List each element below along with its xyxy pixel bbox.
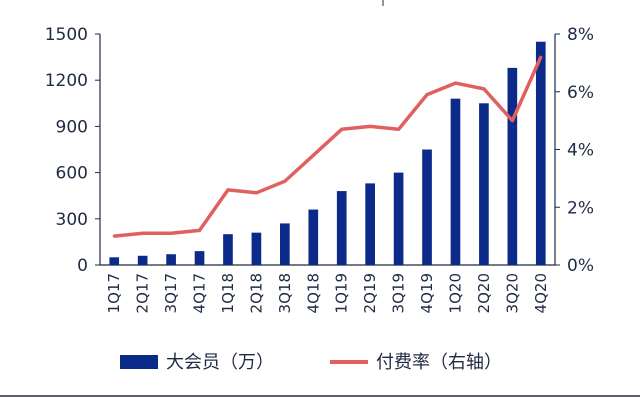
rate-point xyxy=(141,231,145,235)
rate-line xyxy=(114,56,543,238)
left-tick-label: 1500 xyxy=(45,25,88,45)
bar xyxy=(166,254,176,265)
rate-point xyxy=(169,231,173,235)
legend-swatch-bar xyxy=(120,355,158,369)
x-tick-label: 1Q17 xyxy=(105,273,123,313)
rate-point xyxy=(311,153,315,157)
legend: 大会员（万） 付费率（右轴） xyxy=(120,352,502,373)
bar xyxy=(137,255,148,265)
bar xyxy=(308,209,319,265)
right-tick-label: 2% xyxy=(567,198,594,218)
bar xyxy=(194,251,205,265)
rate-point xyxy=(198,228,202,232)
x-tick-label: 1Q20 xyxy=(446,273,464,313)
bar xyxy=(336,191,347,265)
bar xyxy=(109,257,120,265)
bar xyxy=(507,67,518,265)
rate-point xyxy=(283,179,287,183)
bar xyxy=(393,172,404,265)
right-tick-label: 8% xyxy=(567,25,594,45)
x-tick-label: 2Q17 xyxy=(134,273,152,313)
bar xyxy=(479,103,489,265)
x-tick-label: 4Q19 xyxy=(418,273,436,313)
left-tick-label: 1200 xyxy=(45,71,88,91)
rate-point xyxy=(539,55,543,59)
line-group xyxy=(112,55,543,238)
right-tick-label: 6% xyxy=(567,83,594,103)
right-tick-label: 4% xyxy=(567,141,594,161)
x-tick-label: 1Q19 xyxy=(333,273,351,313)
rate-point xyxy=(340,127,344,131)
rate-point xyxy=(112,234,116,238)
x-tick-label: 2Q19 xyxy=(361,273,379,313)
x-tick-label: 3Q18 xyxy=(276,273,294,313)
left-tick-label: 300 xyxy=(56,210,88,230)
axes-group: 0 300 600 900 1200 1500 0% 2% 4% 6% 8% xyxy=(45,25,594,276)
x-tick-label: 2Q20 xyxy=(475,273,493,313)
bar xyxy=(365,183,375,265)
right-tick-label: 0% xyxy=(567,256,594,276)
x-tick-label: 2Q18 xyxy=(247,273,265,313)
left-tick-label: 0 xyxy=(77,256,88,276)
x-tick-label: 3Q20 xyxy=(503,273,521,313)
x-tick-label: 1Q18 xyxy=(219,273,237,313)
bar xyxy=(251,232,262,265)
bars-group xyxy=(109,41,546,266)
rate-point xyxy=(368,124,372,128)
rate-point xyxy=(510,119,514,123)
rate-point xyxy=(397,127,401,131)
bar xyxy=(535,41,546,266)
legend-label-line: 付费率（右轴） xyxy=(376,352,502,373)
rate-point xyxy=(226,188,230,192)
x-tick-label: 3Q19 xyxy=(390,273,408,313)
x-ticks-group: 1Q17 2Q17 3Q17 4Q17 1Q18 2Q18 3Q18 4Q18 1Q19 2Q19… xyxy=(105,273,550,313)
rate-point xyxy=(254,191,258,195)
left-tick-label: 900 xyxy=(56,117,88,137)
x-tick-label: 4Q20 xyxy=(532,273,550,313)
bar xyxy=(223,234,233,265)
rate-point xyxy=(425,93,429,97)
legend-label-bar: 大会员（万） xyxy=(166,352,274,373)
bar xyxy=(422,149,432,265)
rate-point xyxy=(453,81,457,85)
x-tick-label: 4Q18 xyxy=(304,273,322,313)
bar xyxy=(450,98,461,266)
x-tick-label: 3Q17 xyxy=(162,273,180,313)
x-tick-label: 4Q17 xyxy=(191,273,209,313)
rate-point xyxy=(482,87,486,91)
left-tick-label: 600 xyxy=(56,164,88,184)
bar xyxy=(280,223,290,265)
